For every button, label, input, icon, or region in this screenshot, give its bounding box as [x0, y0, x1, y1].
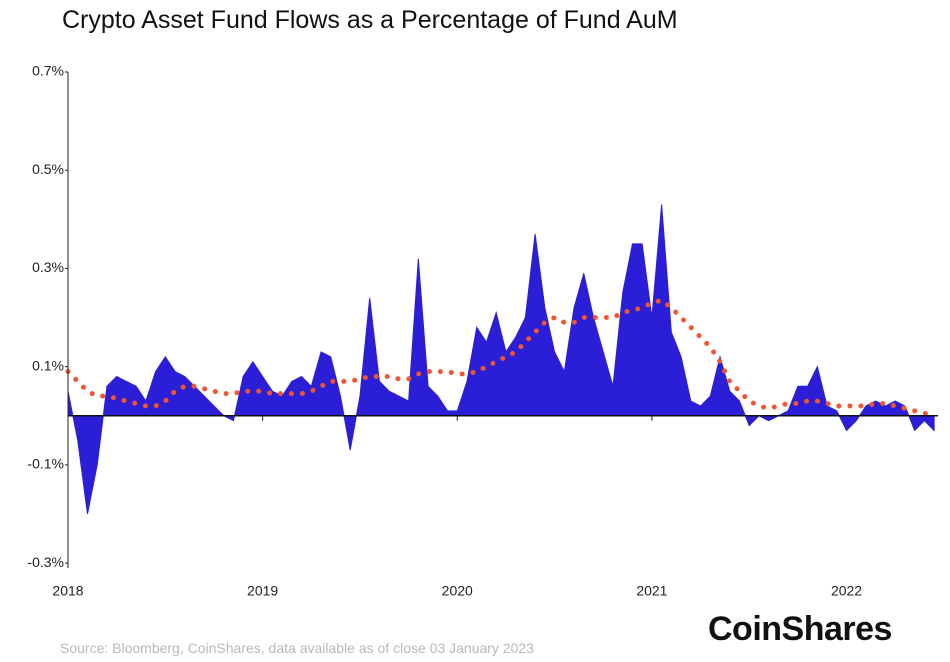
moving-average-line — [65, 297, 937, 419]
y-tick-label: -0.1% — [27, 456, 64, 472]
x-tick-label: 2020 — [442, 583, 473, 599]
x-tick-label: 2021 — [636, 583, 667, 599]
y-tick-label: 0.3% — [32, 259, 64, 275]
x-tick-label: 2019 — [247, 583, 278, 599]
y-tick-label: 0.7% — [32, 63, 64, 79]
x-tick-label: 2022 — [831, 583, 862, 599]
x-tick-label: 2018 — [52, 583, 83, 599]
y-tick-label: 0.1% — [32, 357, 64, 373]
chart-title: Crypto Asset Fund Flows as a Percentage … — [62, 6, 678, 34]
y-tick-label: -0.3% — [27, 554, 64, 570]
brand-logo: CoinShares — [708, 610, 892, 648]
source-note: Source: Bloomberg, CoinShares, data avai… — [60, 640, 534, 656]
y-tick-label: 0.5% — [32, 161, 64, 177]
